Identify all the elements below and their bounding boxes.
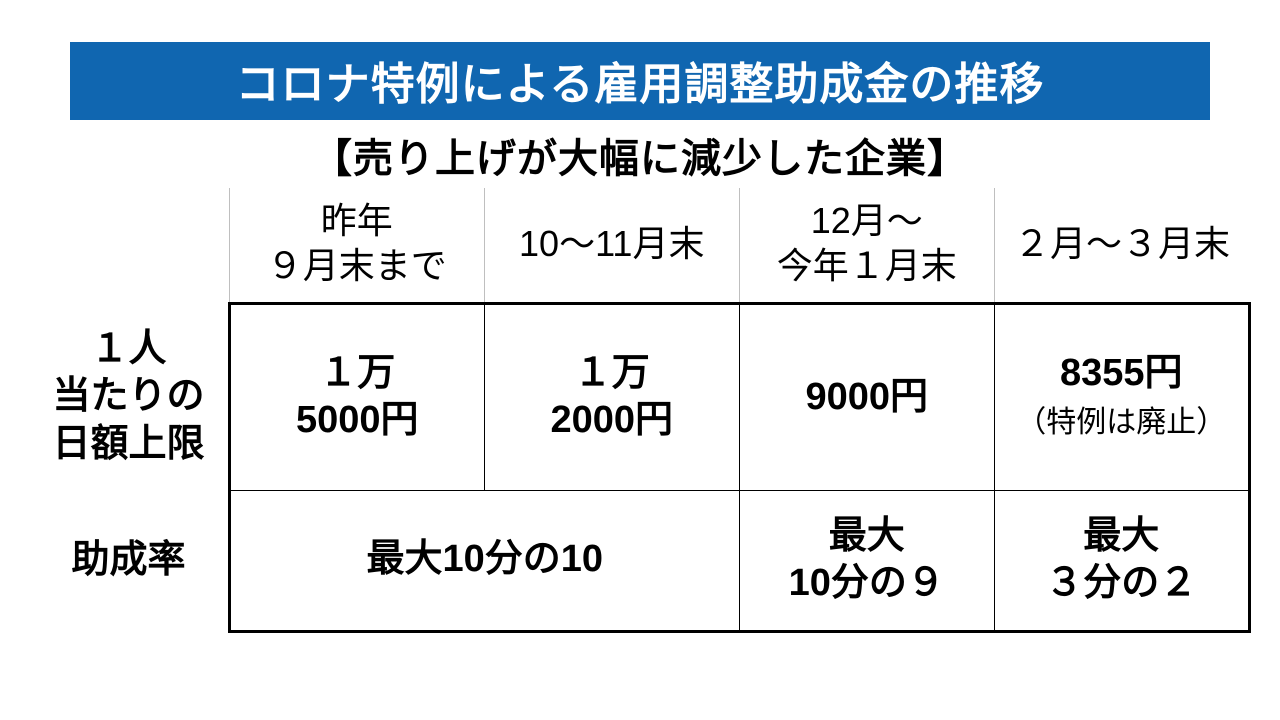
period-label: 12月～ (811, 200, 923, 241)
cell-value: 10分の９ (789, 562, 945, 604)
cell-note: （特例は廃止） (1016, 406, 1226, 439)
cell-value: 最大 (829, 515, 905, 557)
subtitle: 【売り上げが大幅に減少した企業】 (312, 126, 968, 184)
row-label-daily-cap: １人 当たりの 日額上限 (29, 304, 229, 491)
cell-daily-cap-p3: 9000円 (739, 304, 994, 491)
subsidy-table: 昨年 ９月末まで 10～11月末 12月～ 今年１月末 ２月～３月末 １人 当た… (29, 188, 1251, 633)
period-col-1: 昨年 ９月末まで (229, 188, 484, 304)
cell-value: 5000円 (296, 399, 419, 441)
cell-value: ３分の２ (1045, 562, 1197, 604)
row-label-text: 助成率 (71, 539, 185, 581)
cell-value: 最大 (1083, 515, 1159, 557)
period-label: ９月末まで (267, 245, 447, 286)
table-header-row: 昨年 ９月末まで 10～11月末 12月～ 今年１月末 ２月～３月末 (29, 188, 1249, 304)
period-col-3: 12月～ 今年１月末 (739, 188, 994, 304)
cell-daily-cap-p1: １万 5000円 (229, 304, 484, 491)
cell-value: １万 (319, 352, 395, 394)
period-col-4: ２月～３月末 (994, 188, 1249, 304)
cell-value: １万 (574, 352, 650, 394)
row-label-rate: 助成率 (29, 490, 229, 631)
cell-rate-p3: 最大 10分の９ (739, 490, 994, 631)
row-label-text: 日額上限 (52, 423, 204, 465)
cell-value: 最大10分の10 (366, 538, 603, 580)
cell-daily-cap-p2: １万 2000円 (484, 304, 739, 491)
cell-value: 8355円 (1060, 352, 1183, 394)
cell-daily-cap-p4: 8355円 （特例は廃止） (994, 304, 1249, 491)
table-row: １人 当たりの 日額上限 １万 5000円 １万 2000円 9000円 835… (29, 304, 1249, 491)
period-label: 今年１月末 (777, 245, 957, 286)
cell-value: 2000円 (550, 399, 673, 441)
period-label: 10～11月末 (519, 223, 704, 264)
row-label-text: 当たりの (52, 375, 204, 417)
cell-rate-p4: 最大 ３分の２ (994, 490, 1249, 631)
title-text: コロナ特例による雇用調整助成金の推移 (236, 60, 1045, 109)
period-label: 昨年 (321, 200, 393, 241)
header-corner (29, 188, 229, 304)
cell-value: 9000円 (805, 376, 928, 418)
period-label: ２月～３月末 (1014, 223, 1230, 264)
cell-rate-p1p2: 最大10分の10 (229, 490, 739, 631)
title-bar: コロナ特例による雇用調整助成金の推移 (70, 42, 1210, 120)
row-label-text: １人 (90, 328, 166, 370)
table-row: 助成率 最大10分の10 最大 10分の９ 最大 ３分の２ (29, 490, 1249, 631)
period-col-2: 10～11月末 (484, 188, 739, 304)
